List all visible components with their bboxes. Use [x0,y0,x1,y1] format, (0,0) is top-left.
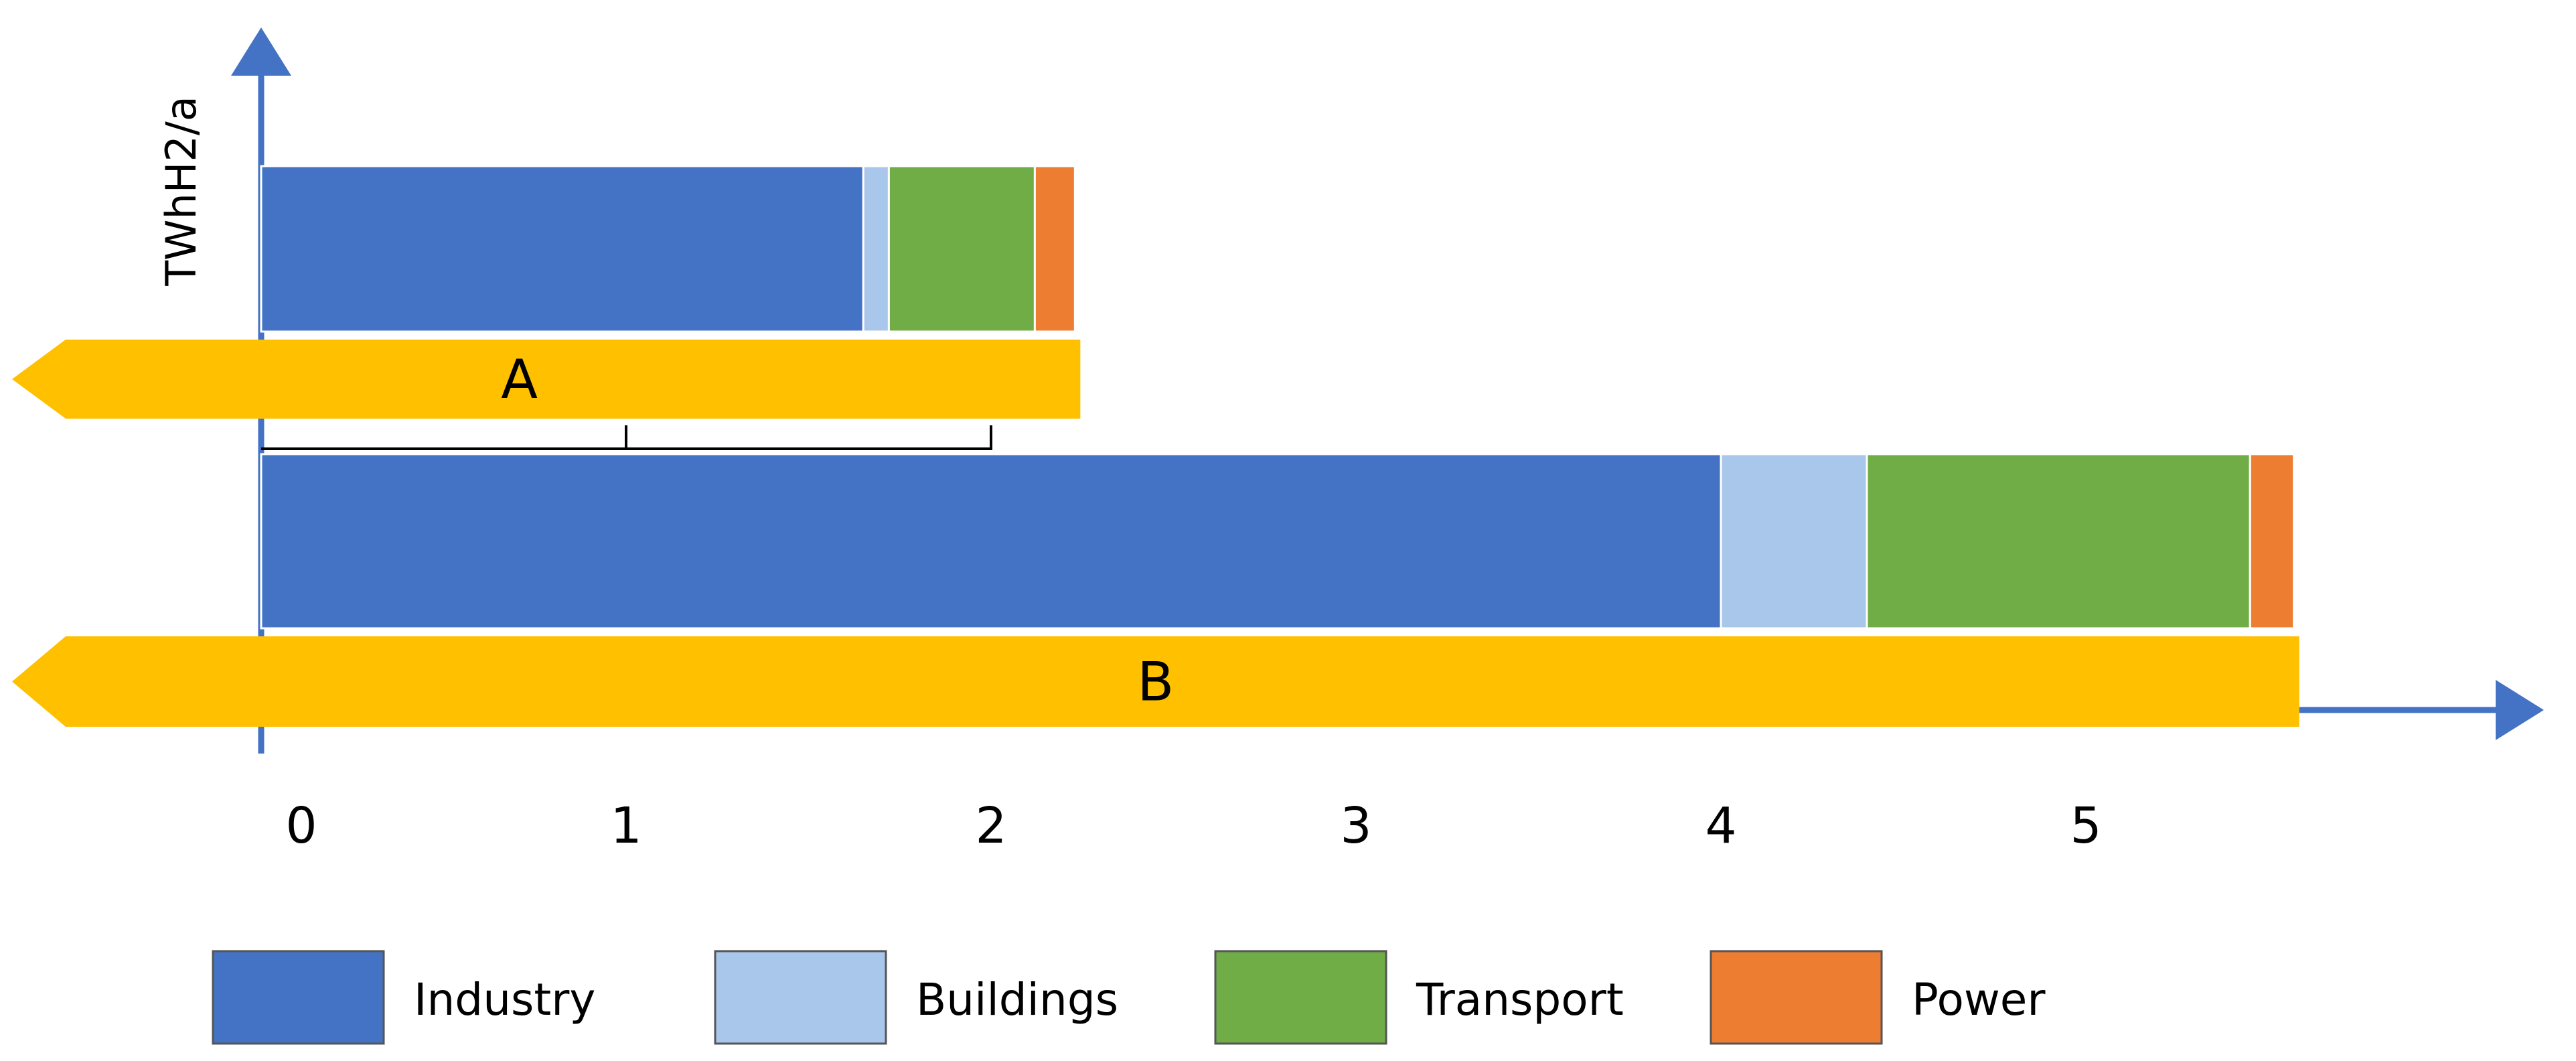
bar-A-transport [887,165,1036,333]
bar-B-transport [1866,453,2251,630]
category-arrow-B [12,636,2299,727]
y-axis-label: TWhH2/a [157,96,206,286]
x-tick-label: 0 [285,797,317,855]
bars [260,165,2295,630]
category-label: B [1137,651,1174,713]
x-tick-label: 1 [610,797,641,855]
legend-label-buildings: Buildings [916,974,1118,1025]
x-tick-label: 3 [1340,797,1371,855]
bar-B-buildings [1720,453,1868,630]
x-tick-label: 5 [2070,797,2101,855]
x-tick-label: 2 [975,797,1006,855]
legend-swatch-power [1710,950,1883,1045]
x-tick-label: 4 [1705,797,1736,855]
legend-swatch-industry [212,950,385,1045]
category-arrows: AB [12,340,2299,727]
legend-label-power: Power [1912,974,2046,1025]
bar-A-power [1033,165,1076,333]
x-ticks: 0 1 2 3 4 5 [285,797,2101,855]
category-arrow-A [12,340,1081,419]
category-label: A [501,348,538,411]
legend-label-industry: Industry [414,974,595,1025]
legend-swatch-buildings [714,950,887,1045]
legend: Industry Buildings Transport Power [212,950,2046,1045]
bar-B-power [2249,453,2295,630]
bar-A-industry [260,165,864,333]
bar-B-industry [260,453,1722,630]
bar-A-buildings [862,165,890,333]
legend-swatch-transport [1214,950,1387,1045]
legend-label-transport: Transport [1416,974,1624,1025]
